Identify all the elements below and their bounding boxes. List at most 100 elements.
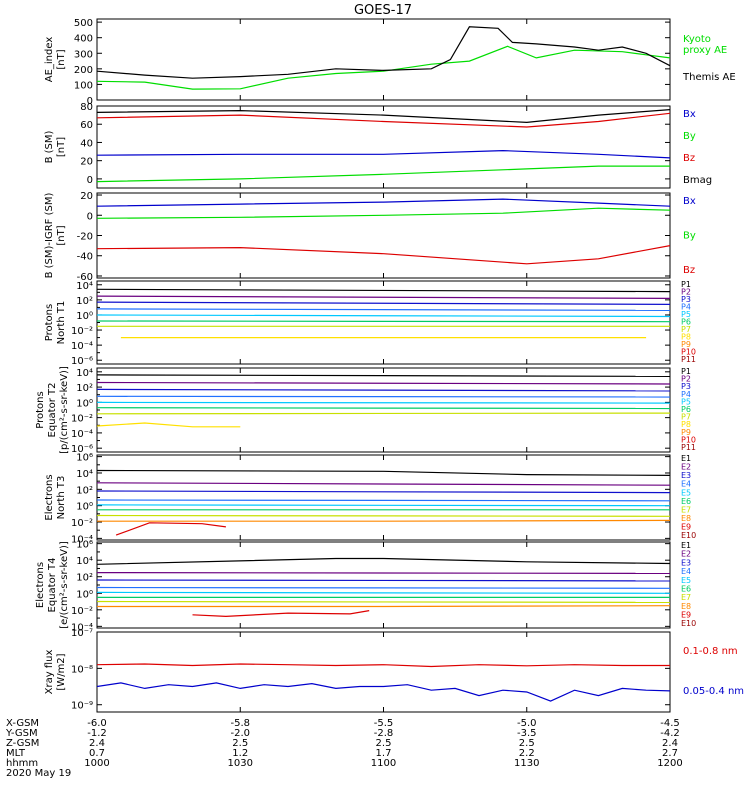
- panel-frame: [96, 631, 671, 713]
- panel-frame: [96, 105, 671, 189]
- legend-label: E8: [681, 602, 691, 611]
- legend-label: Kyoto: [683, 34, 711, 45]
- x-tick-value: 1100: [371, 758, 396, 769]
- legend-label: Bx: [683, 196, 696, 207]
- legend-label: By: [683, 231, 696, 242]
- series-line-p5: [97, 314, 670, 318]
- x-tick-value: -1.2: [87, 728, 107, 739]
- series-group: [97, 109, 670, 183]
- legend-label: E1: [681, 454, 691, 463]
- series-line-p1: [97, 288, 670, 293]
- legend-label: P2: [681, 375, 691, 384]
- legend-label: P9: [681, 340, 691, 349]
- y-tick-label: 10²: [76, 485, 93, 496]
- y-axis-label: North T3: [56, 476, 67, 520]
- series-line-p1: [97, 374, 670, 377]
- legend-label: P8: [681, 420, 691, 429]
- series-line-e3: [97, 490, 670, 494]
- y-tick-label: -20: [77, 232, 93, 243]
- x-row-label: hhmm: [6, 758, 38, 769]
- series-line-p3: [97, 301, 670, 305]
- y-tick-label: 10⁻²: [71, 326, 93, 337]
- x-tick-value: -5.5: [374, 718, 394, 729]
- legend-label: E6: [681, 497, 691, 506]
- legend-label: E5: [681, 576, 691, 585]
- legend-label: P4: [681, 303, 691, 312]
- legend-label: Themis AE: [682, 72, 736, 83]
- panel-frame: [96, 192, 671, 279]
- series-line-p2: [97, 295, 670, 299]
- legend-label: 0.1-0.8 nm: [683, 646, 738, 657]
- legend-label: E5: [681, 488, 691, 497]
- y-axis-label: [nT]: [56, 49, 67, 69]
- y-tick-label: 80: [80, 102, 93, 113]
- series-line-e2: [97, 482, 670, 486]
- y-tick-label: 20: [80, 157, 93, 168]
- series-line-e9: [115, 522, 226, 536]
- y-axis-label: Protons: [35, 391, 46, 428]
- x-tick-value: 2.2: [519, 748, 535, 759]
- legend-label: E6: [681, 584, 691, 593]
- series-line-bx: [97, 149, 670, 159]
- series-line-e4: [97, 499, 670, 502]
- series-line-bz: [97, 245, 670, 265]
- series-line-p4: [97, 395, 670, 398]
- y-tick-label: 10⁻⁴: [71, 622, 93, 633]
- x-tick-value: 2.4: [89, 738, 105, 749]
- legend-label: 0.05-0.4 nm: [683, 686, 744, 697]
- legend-label: E7: [681, 593, 691, 602]
- legend-label: P3: [681, 382, 691, 391]
- y-tick-label: 10⁰: [76, 311, 93, 322]
- y-tick-label: -60: [77, 272, 93, 283]
- y-tick-label: 10⁻²: [71, 518, 93, 529]
- x-tick-value: 2.4: [662, 738, 678, 749]
- series-line-bx: [97, 198, 670, 207]
- y-tick-label: 400: [74, 34, 93, 45]
- panel-bigrf: -60 -40 -20 0 20 B (SM)-IGRF (SM) [nT] Bx By Bz: [44, 191, 696, 283]
- series-line-bmag: [97, 109, 670, 124]
- legend-label: P11: [681, 443, 696, 452]
- legend-label: P7: [681, 413, 691, 422]
- y-axis-label: Electrons: [44, 474, 55, 520]
- y-tick-label: 10⁻⁸: [71, 664, 93, 675]
- legend-label: E2: [681, 550, 691, 559]
- y-tick-label: 100: [74, 80, 93, 91]
- series-line-p8: [97, 422, 241, 428]
- panel-frame: [96, 280, 671, 365]
- y-tick-label: 20: [80, 191, 93, 202]
- y-tick-label: 10⁴: [76, 368, 93, 379]
- time-axis: X-GSM -6.0 -5.8 -5.5 -5.0 -4.5 Y-GSM -1.2 -2.0 -2…: [5, 718, 683, 779]
- y-tick-label: 0: [87, 96, 93, 107]
- series-group: [97, 557, 670, 618]
- x-tick-value: -3.5: [517, 728, 537, 739]
- y-axis-label: Xray flux: [44, 650, 55, 695]
- series-line-e7: [97, 514, 670, 517]
- series-line-e5: [97, 504, 670, 507]
- x-tick-value: -2.8: [374, 728, 394, 739]
- x-tick-value: 1.7: [376, 748, 392, 759]
- y-tick-label: 10⁻⁴: [71, 534, 93, 545]
- series-line-p5: [97, 401, 670, 404]
- y-tick-label: 10⁻⁴: [71, 341, 93, 352]
- legend-label: P8: [681, 333, 691, 342]
- series-line-p6: [97, 407, 670, 410]
- y-tick-label: 10²: [76, 296, 93, 307]
- panel-xray: 10⁻⁹ 10⁻⁸ 10⁻⁷ Xray flux [W/m2] 0.1-0.8 nm 0.0…: [44, 628, 744, 713]
- legend-label: P6: [681, 405, 691, 414]
- y-axis-label: Protons: [44, 304, 55, 341]
- series-line-themis-ae: [97, 26, 670, 79]
- legend-label: By: [683, 131, 696, 142]
- series-group: [97, 663, 670, 702]
- x-tick-value: 1030: [228, 758, 253, 769]
- legend-label: E8: [681, 514, 691, 523]
- series-line-by: [97, 207, 670, 219]
- series-group: [97, 374, 670, 428]
- series-line-p7: [97, 412, 670, 415]
- series-line-e1: [97, 469, 670, 476]
- panel-frame: [96, 454, 671, 541]
- x-tick-value: 2.5: [232, 738, 248, 749]
- legend-label: P6: [681, 318, 691, 327]
- y-axis-label: Equator T4: [47, 558, 58, 613]
- legend-label: P9: [681, 428, 691, 437]
